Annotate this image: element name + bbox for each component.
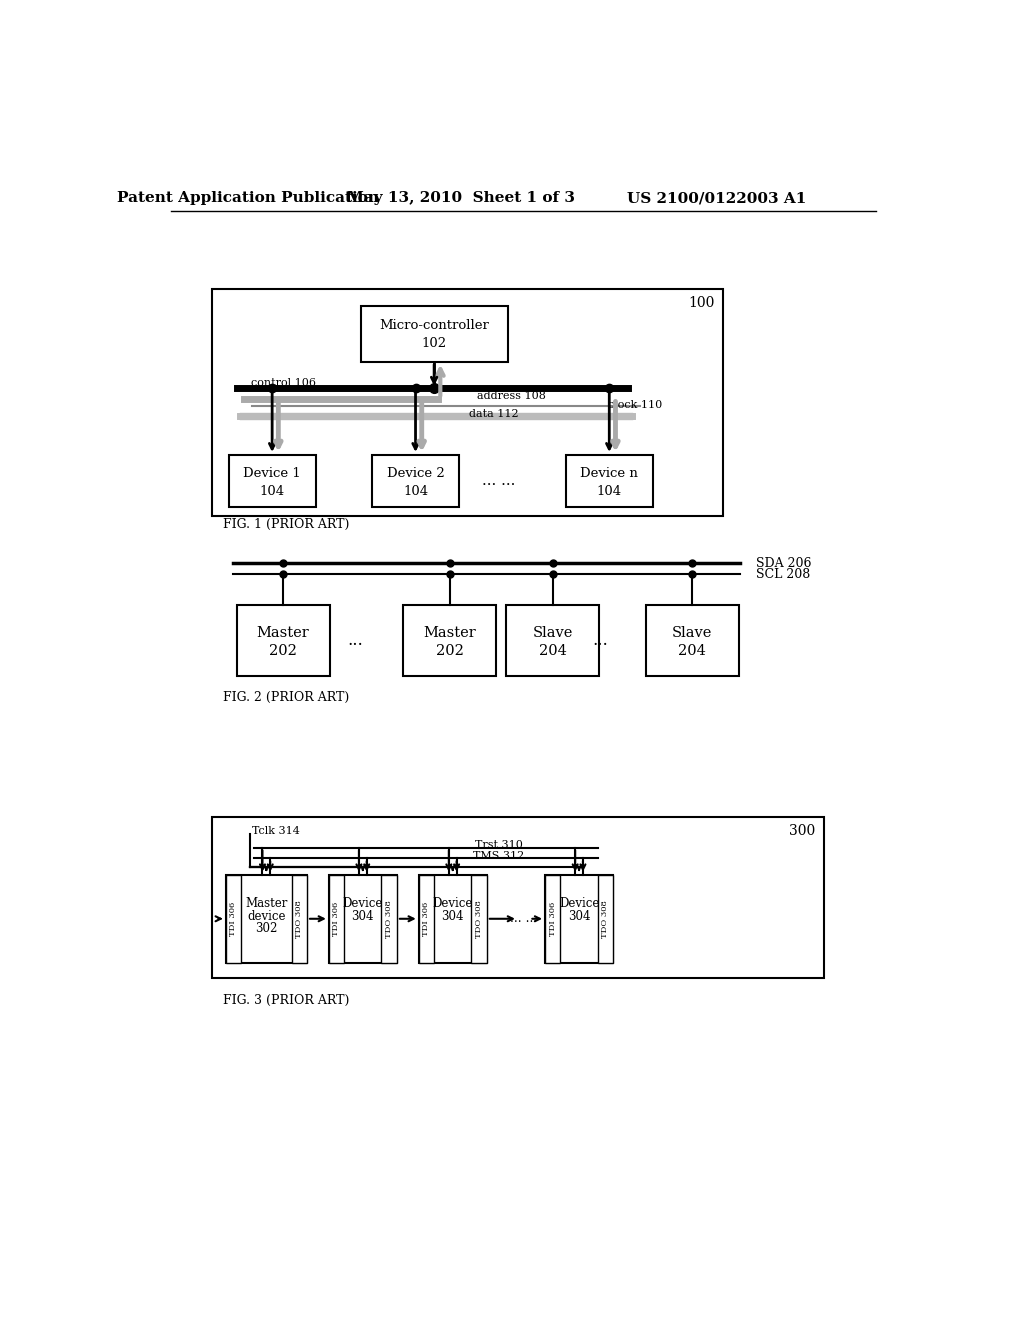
Text: Tclk 314: Tclk 314: [252, 825, 300, 836]
Text: data 112: data 112: [469, 409, 518, 418]
Text: TDI 306: TDI 306: [422, 902, 430, 936]
Text: address 108: address 108: [477, 391, 546, 400]
Text: 204: 204: [678, 644, 707, 659]
Text: 202: 202: [269, 644, 297, 659]
Text: 202: 202: [435, 644, 464, 659]
Bar: [545, 874, 613, 964]
Text: Master: Master: [245, 898, 288, 911]
Bar: [212, 817, 824, 978]
Text: SDA 206: SDA 206: [756, 557, 811, 570]
Text: Slave: Slave: [532, 626, 572, 640]
Text: 204: 204: [539, 644, 566, 659]
Text: Master: Master: [423, 626, 476, 640]
Bar: [506, 605, 599, 676]
Text: TDO 308: TDO 308: [601, 900, 609, 937]
Bar: [419, 874, 486, 964]
Text: TDI 306: TDI 306: [549, 902, 557, 936]
Bar: [381, 874, 397, 964]
Text: Device: Device: [432, 898, 473, 911]
Bar: [225, 874, 307, 964]
Text: TMS 312: TMS 312: [473, 851, 524, 861]
Text: 104: 104: [260, 484, 285, 498]
Bar: [237, 605, 330, 676]
Text: 300: 300: [790, 824, 815, 838]
Bar: [225, 874, 241, 964]
Text: TDO 308: TDO 308: [295, 900, 303, 937]
Text: 102: 102: [422, 337, 446, 350]
Text: ... ...: ... ...: [481, 474, 515, 488]
Text: ...: ...: [593, 632, 608, 649]
Text: 304: 304: [567, 909, 590, 923]
Text: 304: 304: [441, 909, 464, 923]
Bar: [419, 874, 434, 964]
Text: Master: Master: [257, 626, 309, 640]
Text: 104: 104: [403, 484, 428, 498]
Text: TDI 306: TDI 306: [333, 902, 340, 936]
Bar: [329, 874, 344, 964]
Text: 302: 302: [255, 921, 278, 935]
Text: FIG. 2 (PRIOR ART): FIG. 2 (PRIOR ART): [222, 690, 349, 704]
Text: Trst 310: Trst 310: [474, 841, 522, 850]
Text: Slave: Slave: [672, 626, 713, 640]
Bar: [329, 874, 397, 964]
Text: TDI 306: TDI 306: [229, 902, 238, 936]
Bar: [646, 605, 738, 676]
Text: SCL 208: SCL 208: [756, 568, 810, 581]
Bar: [212, 289, 723, 516]
Text: FIG. 1 (PRIOR ART): FIG. 1 (PRIOR ART): [222, 519, 349, 532]
Text: 100: 100: [688, 296, 715, 310]
Text: clock 110: clock 110: [608, 400, 663, 409]
Text: Device 2: Device 2: [387, 467, 444, 480]
Text: Device 1: Device 1: [244, 467, 301, 480]
Text: 304: 304: [351, 909, 374, 923]
Text: ...: ...: [347, 632, 362, 649]
Text: Device: Device: [343, 898, 383, 911]
Text: Patent Application Publication: Patent Application Publication: [117, 191, 379, 206]
Text: May 13, 2010  Sheet 1 of 3: May 13, 2010 Sheet 1 of 3: [347, 191, 575, 206]
Bar: [471, 874, 486, 964]
Text: Device: Device: [559, 898, 599, 911]
Bar: [228, 455, 315, 507]
Text: 104: 104: [597, 484, 622, 498]
Text: ... ...: ... ...: [510, 912, 537, 925]
Bar: [403, 605, 496, 676]
Text: device: device: [247, 909, 286, 923]
Bar: [566, 455, 652, 507]
Text: TDO 308: TDO 308: [475, 900, 483, 937]
Text: Micro-controller: Micro-controller: [379, 319, 489, 333]
Bar: [598, 874, 613, 964]
Text: FIG. 3 (PRIOR ART): FIG. 3 (PRIOR ART): [222, 994, 349, 1007]
Text: Device n: Device n: [581, 467, 638, 480]
Bar: [545, 874, 560, 964]
Text: control 106: control 106: [251, 379, 316, 388]
Bar: [360, 306, 508, 362]
Text: TDO 308: TDO 308: [385, 900, 393, 937]
Text: US 2100/0122003 A1: US 2100/0122003 A1: [628, 191, 807, 206]
Bar: [372, 455, 459, 507]
Bar: [292, 874, 307, 964]
